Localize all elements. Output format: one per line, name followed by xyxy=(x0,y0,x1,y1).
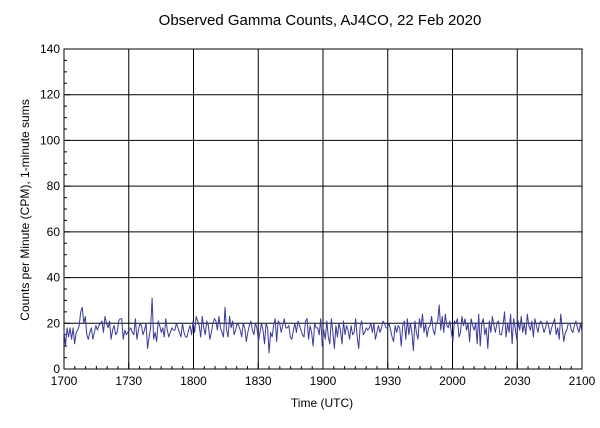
x-tick-label: 1930 xyxy=(374,374,401,388)
x-tick-label: 2000 xyxy=(439,374,466,388)
series-line xyxy=(63,297,583,354)
chart-title: Observed Gamma Counts, AJ4CO, 22 Feb 202… xyxy=(159,12,482,29)
x-tick-label: 2100 xyxy=(569,374,596,388)
y-tick-label: 100 xyxy=(40,133,60,147)
y-tick-label: 80 xyxy=(47,179,61,193)
y-tick-label: 140 xyxy=(40,42,60,56)
y-axis-label: Counts per Minute (CPM), 1-minute sums xyxy=(18,99,32,320)
grid-lines xyxy=(64,49,582,369)
x-tick-label: 1730 xyxy=(115,374,142,388)
x-tick-label: 2030 xyxy=(504,374,531,388)
tick-marks xyxy=(63,48,583,370)
y-tick-label: 40 xyxy=(47,271,61,285)
x-tick-label: 1700 xyxy=(51,374,78,388)
y-tick-label: 120 xyxy=(40,88,60,102)
x-axis-label: Time (UTC) xyxy=(291,396,353,410)
x-tick-label: 1800 xyxy=(180,374,207,388)
y-tick-label: 20 xyxy=(47,316,61,330)
y-tick-label: 0 xyxy=(53,362,60,376)
x-tick-label: 1830 xyxy=(245,374,272,388)
x-tick-label: 1900 xyxy=(310,374,337,388)
x-tick-labels: 1700 1730 1800 1830 1900 1930 2000 2030 2100 xyxy=(51,374,596,388)
y-tick-label: 60 xyxy=(47,225,61,239)
y-tick-labels: 0 20 40 60 80 100 120 140 xyxy=(40,42,60,376)
series-group xyxy=(63,297,583,354)
